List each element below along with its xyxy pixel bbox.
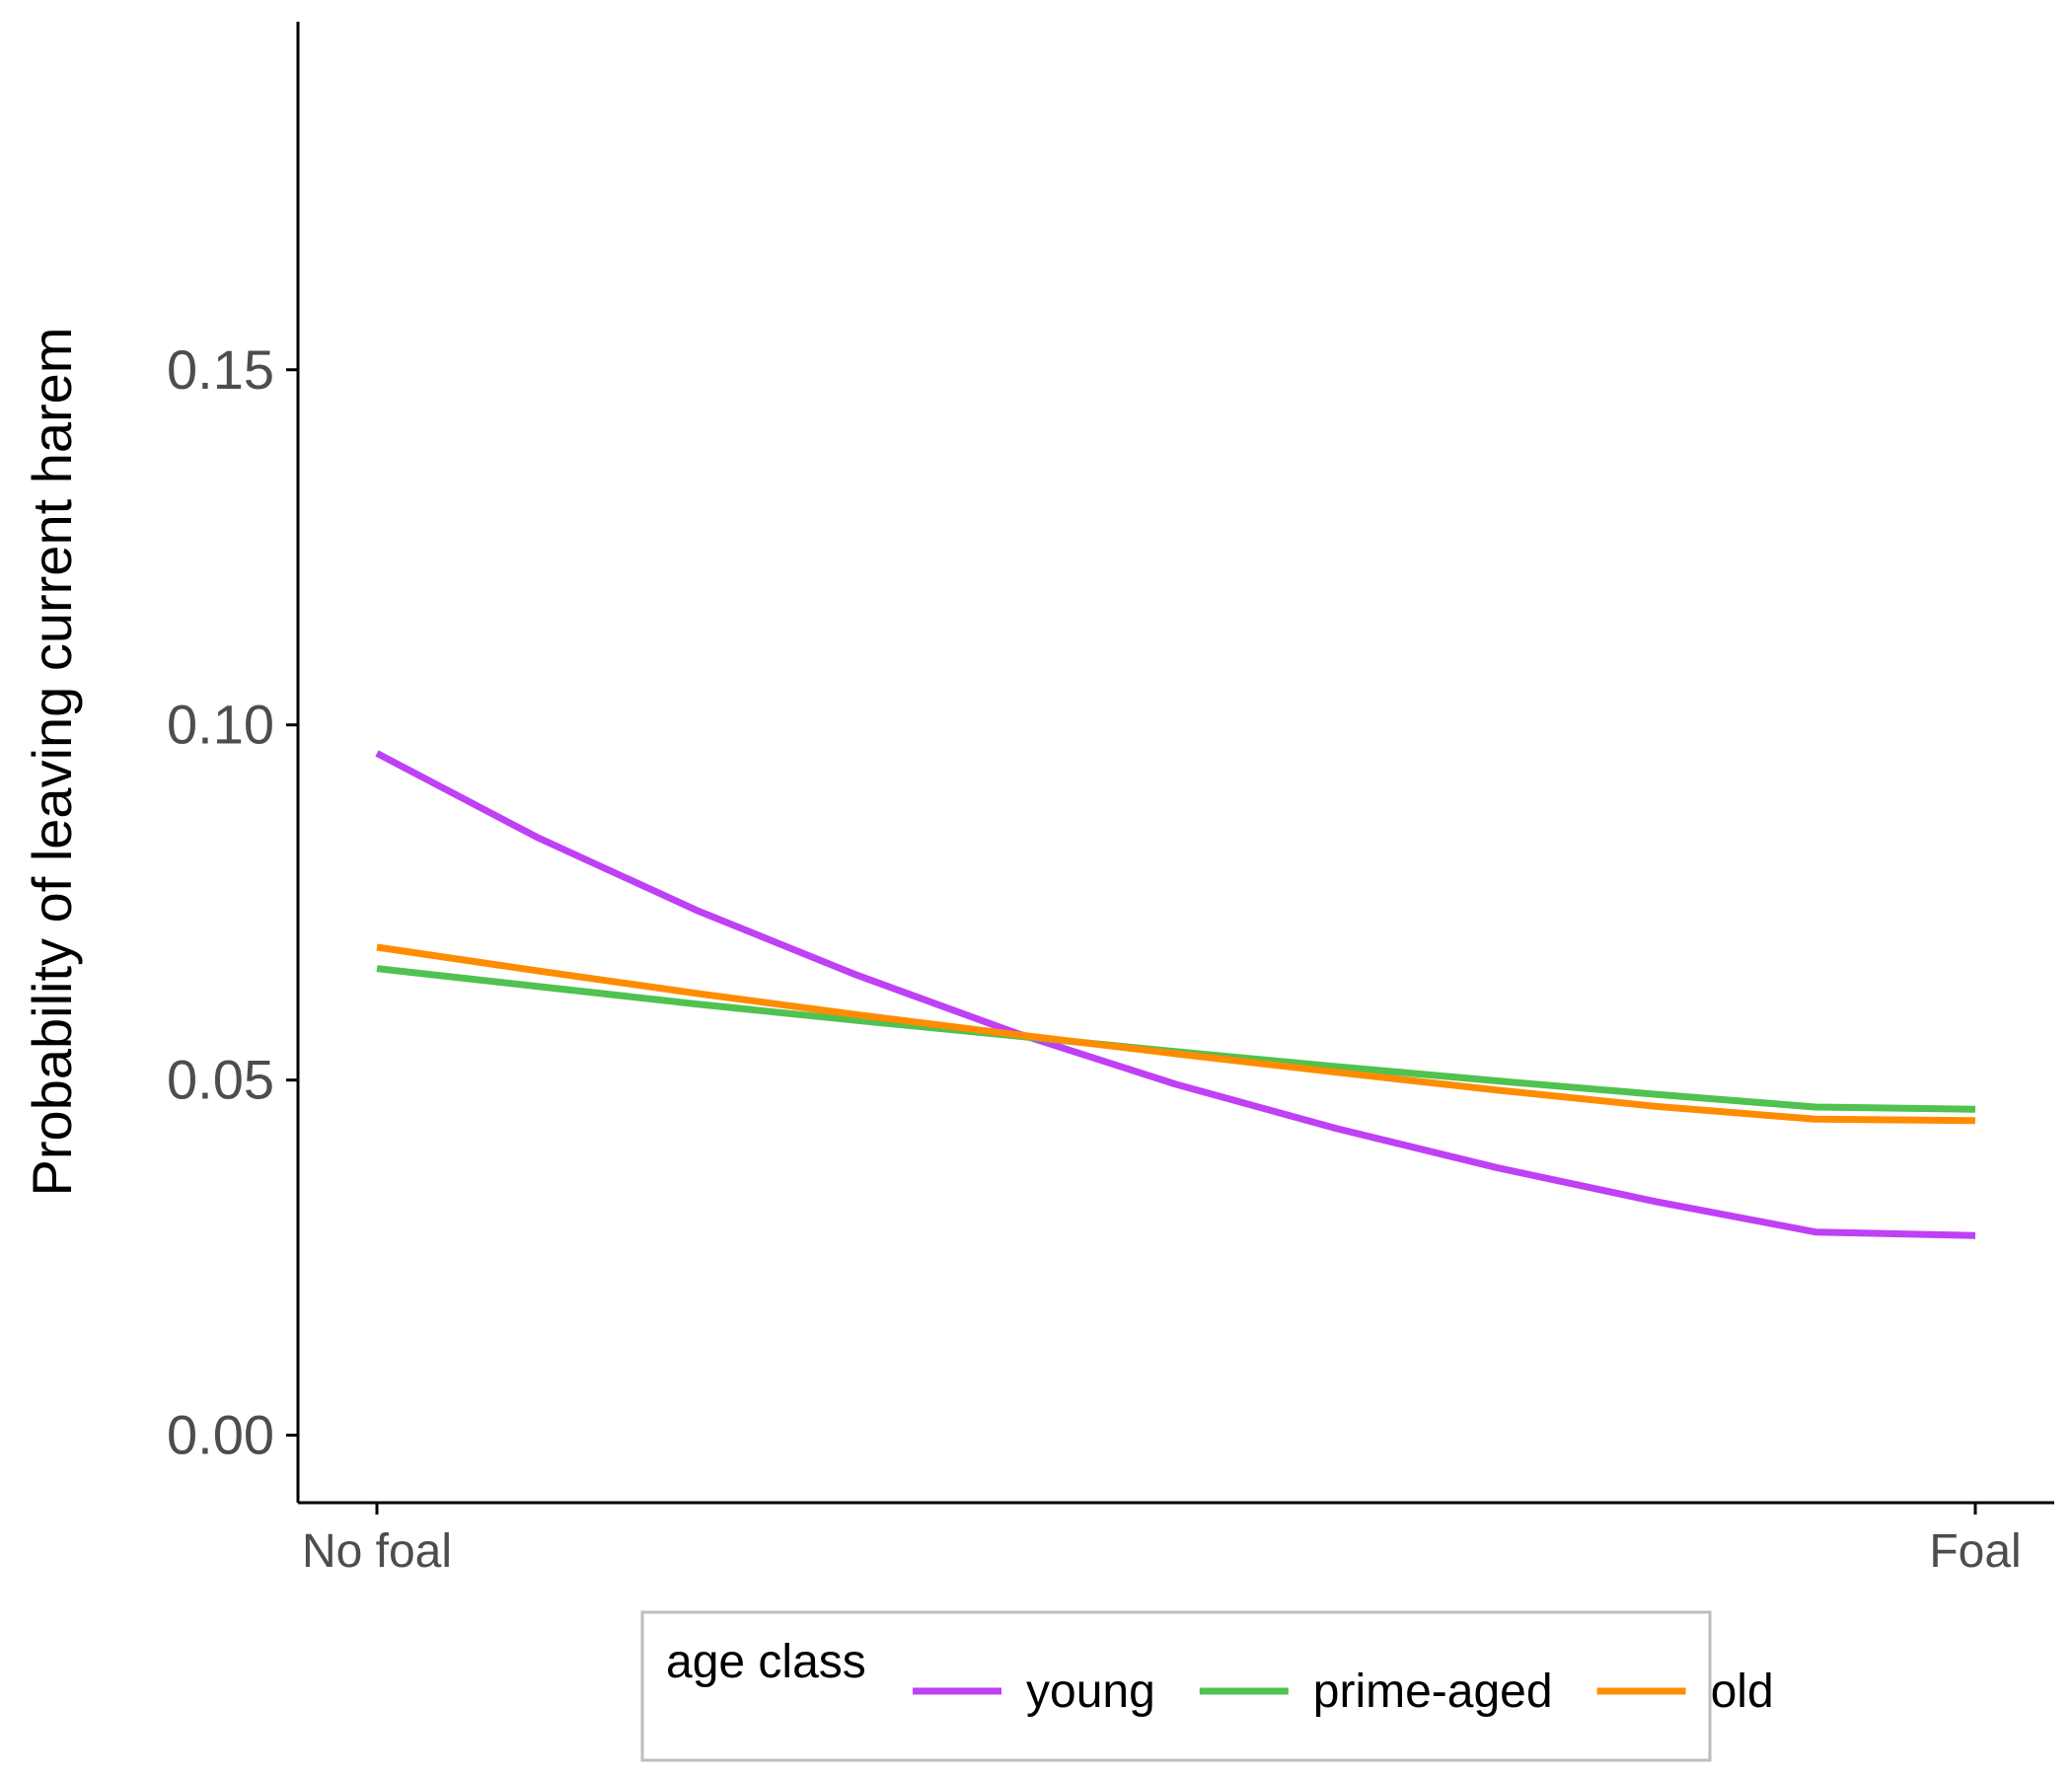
- series-line-prime-aged: [376, 965, 1976, 1113]
- series-line-old: [376, 943, 1976, 1125]
- y-tick-label: 0.10: [167, 694, 274, 756]
- legend-items: young prime-aged old: [913, 1665, 1774, 1718]
- legend-label-young: young: [1026, 1665, 1155, 1718]
- x-tick-label: No foal: [302, 1525, 452, 1578]
- y-axis: 0.00 0.05 0.10 0.15: [167, 22, 300, 1503]
- x-axis: No foal Foal: [298, 1501, 2054, 1578]
- x-tick-label: Foal: [1929, 1525, 2021, 1578]
- series-line-young: [375, 750, 1976, 1239]
- y-tick-label: 0.05: [167, 1049, 274, 1111]
- legend-label-prime-aged: prime-aged: [1313, 1665, 1553, 1718]
- y-tick-label: 0.00: [167, 1404, 274, 1466]
- y-axis-title: Probability of leaving current harem: [21, 328, 83, 1197]
- plot-lines: [375, 750, 1976, 1239]
- y-tick-label: 0.15: [167, 338, 274, 401]
- y-ticks: 0.00 0.05 0.10 0.15: [167, 338, 298, 1466]
- legend-title: age class: [666, 1636, 866, 1688]
- legend-box: [640, 1610, 1712, 1762]
- legend-label-old: old: [1711, 1665, 1774, 1718]
- legend: age class young prime-aged old: [640, 1610, 1774, 1762]
- x-ticks: No foal Foal: [302, 1503, 2022, 1578]
